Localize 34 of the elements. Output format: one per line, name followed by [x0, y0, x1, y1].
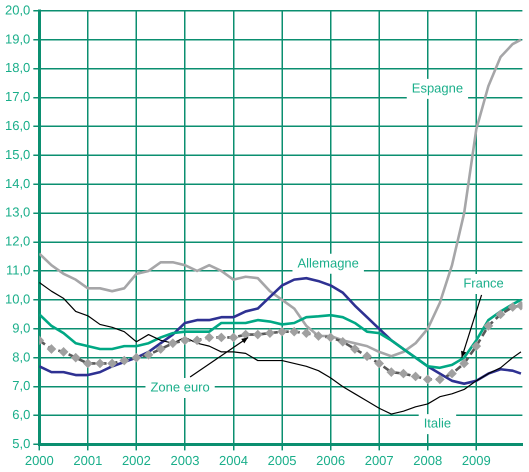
x-tick-label: 2003 — [170, 452, 200, 468]
x-tick-label: 2004 — [219, 452, 248, 468]
x-tick-label: 2005 — [268, 452, 297, 468]
y-tick-label: 13,0 — [4, 204, 30, 220]
y-tick-label: 6,0 — [12, 407, 30, 422]
series-label: Italie — [424, 416, 452, 431]
x-tick-label: 2002 — [122, 452, 151, 468]
y-tick-label: 20,0 — [4, 2, 30, 18]
y-tick-label: 7,0 — [12, 378, 30, 394]
x-tick-label: 2006 — [316, 452, 346, 468]
y-tick-label: 12,0 — [4, 234, 30, 249]
y-tick-label: 5,0 — [12, 436, 30, 451]
y-tick-label: 18,0 — [4, 60, 30, 76]
y-tick-label: 8,0 — [12, 349, 30, 364]
point — [314, 332, 323, 340]
x-tick-label: 2009 — [462, 452, 491, 468]
series-label: Allemagne — [297, 255, 359, 270]
y-tick-label: 17,0 — [4, 89, 30, 104]
y-tick-label: 19,0 — [4, 31, 30, 46]
series-label: Espagne — [412, 80, 464, 96]
point — [338, 337, 348, 346]
y-tick-label: 9,0 — [12, 320, 30, 336]
y-tick-label: 14,0 — [4, 176, 30, 191]
x-tick-label: 2001 — [73, 452, 102, 468]
y-tick-label: 16,0 — [4, 118, 30, 134]
y-tick-label: 15,0 — [4, 146, 30, 162]
point — [326, 333, 335, 342]
x-tick-label: 2007 — [364, 452, 394, 468]
series-label: Zone euro — [150, 380, 210, 395]
series-label: France — [463, 276, 504, 291]
y-tick-label: 11,0 — [6, 262, 30, 278]
x-tick-label: 2008 — [413, 452, 442, 468]
y-tick-label: 10,0 — [4, 291, 30, 306]
x-tick-label: 2000 — [24, 452, 54, 468]
